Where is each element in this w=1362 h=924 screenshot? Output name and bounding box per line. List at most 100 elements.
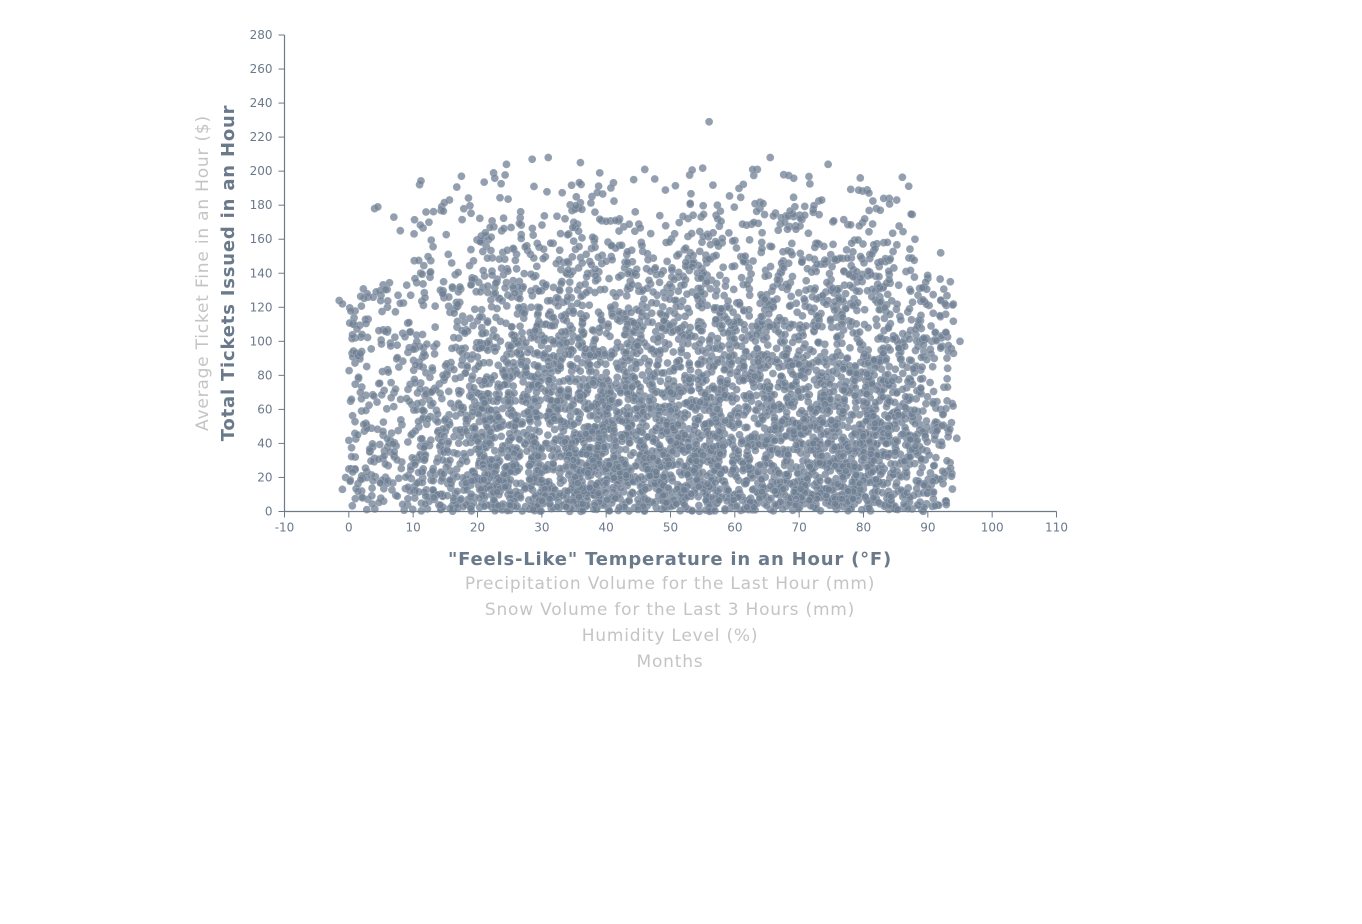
scatter-point bbox=[447, 259, 456, 267]
scatter-point bbox=[889, 466, 898, 474]
scatter-point bbox=[829, 216, 838, 225]
scatter-point bbox=[552, 259, 561, 268]
scatter-point bbox=[874, 498, 883, 507]
scatter-point bbox=[390, 447, 399, 456]
scatter-point bbox=[496, 193, 504, 202]
scatter-point bbox=[789, 193, 798, 202]
scatter-point bbox=[850, 462, 859, 471]
scatter-point bbox=[427, 236, 436, 245]
scatter-point bbox=[769, 369, 777, 378]
scatter-point bbox=[929, 399, 938, 408]
scatter-point bbox=[459, 449, 468, 458]
scatter-point bbox=[428, 399, 437, 408]
scatter-point bbox=[607, 241, 616, 250]
scatter-point bbox=[889, 247, 897, 256]
scatter-point bbox=[855, 221, 864, 230]
scatter-point bbox=[885, 200, 894, 208]
scatter-point bbox=[865, 189, 873, 197]
scatter-point bbox=[492, 313, 500, 322]
scatter-point bbox=[646, 229, 655, 238]
scatter-point bbox=[882, 335, 891, 344]
scatter-point bbox=[884, 324, 893, 333]
scatter-point bbox=[414, 468, 423, 477]
scatter-point bbox=[389, 402, 398, 411]
scatter-point bbox=[880, 314, 889, 323]
scatter-point bbox=[923, 392, 932, 401]
scatter-point bbox=[541, 368, 550, 377]
scatter-point bbox=[515, 435, 524, 443]
scatter-point bbox=[385, 278, 394, 287]
scatter-point bbox=[376, 296, 385, 305]
scatter-point bbox=[809, 415, 818, 424]
scatter-point bbox=[468, 372, 477, 380]
scatter-point bbox=[382, 404, 391, 413]
scatter-point bbox=[432, 340, 441, 348]
scatter-point bbox=[770, 402, 778, 411]
scatter-point bbox=[611, 494, 620, 503]
scatter-point bbox=[859, 454, 868, 463]
scatter-point bbox=[578, 500, 587, 508]
scatter-point bbox=[558, 188, 567, 197]
scatter-point bbox=[947, 418, 956, 427]
scatter-point bbox=[898, 369, 907, 378]
scatter-point bbox=[943, 354, 951, 363]
scatter-point bbox=[449, 333, 458, 342]
scatter-point bbox=[398, 500, 407, 509]
scatter-point bbox=[374, 326, 383, 335]
scatter-point bbox=[527, 303, 536, 312]
scatter-point bbox=[386, 342, 395, 350]
scatter-point bbox=[782, 431, 790, 440]
scatter-point bbox=[433, 410, 442, 418]
scatter-point bbox=[929, 309, 938, 318]
scatter-point bbox=[662, 498, 671, 507]
scatter-point bbox=[732, 244, 741, 252]
scatter-point bbox=[402, 394, 411, 403]
scatter-point bbox=[413, 479, 421, 488]
scatter-point bbox=[426, 373, 434, 382]
scatter-point bbox=[610, 197, 618, 205]
scatter-point bbox=[856, 174, 865, 182]
scatter-point bbox=[810, 201, 818, 210]
scatter-point bbox=[593, 188, 602, 197]
scatter-point bbox=[522, 430, 531, 439]
scatter-point bbox=[883, 238, 892, 247]
scatter-point bbox=[448, 283, 457, 291]
scatter-point bbox=[759, 199, 767, 208]
scatter-point bbox=[452, 183, 461, 191]
scatter-point bbox=[775, 363, 783, 372]
scatter-point bbox=[782, 470, 791, 479]
scatter-point bbox=[774, 382, 783, 391]
scatter-point bbox=[831, 461, 840, 470]
scatter-point bbox=[388, 479, 397, 487]
scatter-point bbox=[782, 394, 791, 403]
scatter-point bbox=[405, 328, 414, 336]
scatter-point bbox=[906, 245, 914, 253]
scatter-point bbox=[803, 474, 812, 483]
scatter-point bbox=[539, 245, 548, 253]
scatter-point bbox=[859, 397, 868, 406]
scatter-point bbox=[376, 478, 385, 487]
scatter-point bbox=[643, 465, 652, 474]
scatter-point bbox=[480, 502, 489, 511]
scatter-point bbox=[751, 446, 760, 455]
scatter-point bbox=[876, 206, 885, 215]
scatter-point bbox=[796, 485, 805, 493]
scatter-point bbox=[553, 396, 562, 405]
scatter-point bbox=[906, 435, 915, 444]
scatter-point bbox=[652, 503, 661, 512]
scatter-point bbox=[917, 353, 926, 362]
scatter-point bbox=[806, 345, 815, 354]
scatter-point bbox=[446, 456, 454, 465]
scatter-point bbox=[863, 370, 871, 378]
scatter-point bbox=[820, 256, 829, 265]
scatter-point bbox=[369, 392, 378, 400]
scatter-point bbox=[636, 223, 645, 232]
scatter-point bbox=[470, 397, 479, 406]
scatter-point bbox=[640, 165, 649, 174]
scatter-point bbox=[664, 460, 673, 469]
scatter-point bbox=[377, 390, 386, 399]
scatter-point bbox=[687, 189, 695, 198]
scatter-point bbox=[802, 286, 810, 295]
scatter-point bbox=[845, 270, 853, 279]
scatter-point bbox=[610, 474, 618, 482]
